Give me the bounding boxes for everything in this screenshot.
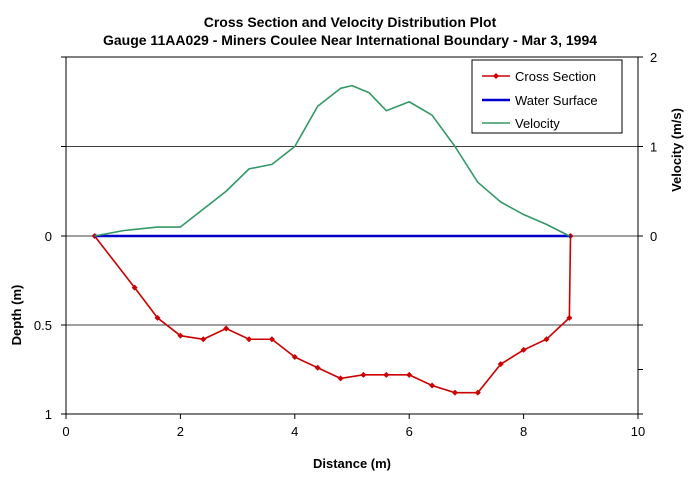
x-tick-label: 4 (291, 424, 298, 439)
cross-section-point (543, 336, 550, 343)
cross-section-point (474, 389, 481, 396)
cross-section-point (177, 332, 184, 339)
chart-title: Cross Section and Velocity Distribution … (203, 14, 497, 30)
cross-section-point (383, 371, 390, 378)
x-tick-label: 8 (520, 424, 527, 439)
cross-section-point (223, 325, 230, 332)
velocity-tick-label: 2 (650, 50, 657, 65)
cross-section-point (451, 389, 458, 396)
cross-section-point (314, 364, 321, 371)
x-tick-label: 0 (62, 424, 69, 439)
cross-section-point (268, 336, 275, 343)
x-tick-label: 10 (631, 424, 645, 439)
cross-section-point (566, 314, 573, 321)
cross-section-point (406, 371, 413, 378)
legend-box (471, 59, 623, 134)
x-axis-label: Distance (m) (313, 456, 391, 471)
cross-section-point (131, 284, 138, 291)
velocity-tick-label: 1 (650, 140, 657, 155)
series-line-cross-section (93, 235, 572, 394)
velocity-tick-label: 0 (650, 229, 657, 244)
depth-tick-label: 0 (45, 229, 52, 244)
cross-section-point (429, 382, 436, 389)
chart-subtitle: Gauge 11AA029 - Miners Coulee Near Inter… (102, 32, 598, 48)
legend-label: Cross Section (515, 69, 596, 84)
cross-section-point (154, 314, 161, 321)
legend-label: Velocity (515, 116, 560, 131)
cross-section-point (360, 371, 367, 378)
depth-tick-label: 1 (45, 407, 52, 422)
y-axis-label-left: Depth (m) (9, 285, 24, 346)
cross-section-point (497, 361, 504, 368)
cross-section-point (291, 354, 298, 361)
depth-tick-label: 0.5 (34, 318, 52, 333)
x-tick-label: 2 (177, 424, 184, 439)
cross-section-point (200, 336, 207, 343)
cross-section-point (337, 375, 344, 382)
legend-label: Water Surface (515, 93, 598, 108)
cross-section-point (246, 336, 253, 343)
x-tick-label: 6 (406, 424, 413, 439)
cross-section-point (520, 346, 527, 353)
legend-marker (493, 73, 499, 79)
series-line-velocity (94, 84, 570, 237)
y-axis-label-right: Velocity (m/s) (669, 108, 684, 192)
